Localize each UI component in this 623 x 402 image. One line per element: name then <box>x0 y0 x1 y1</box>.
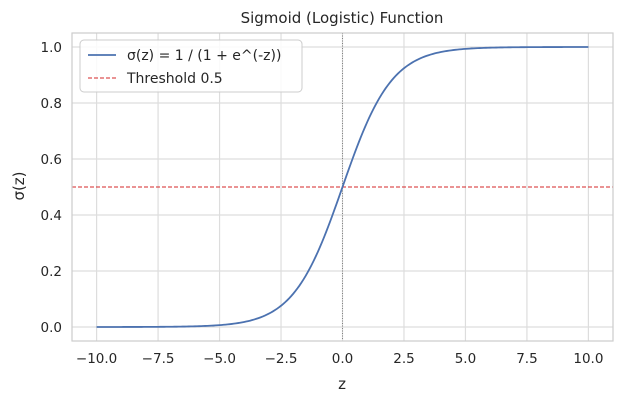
y-tick-label: 0.6 <box>41 152 62 168</box>
legend-label-threshold: Threshold 0.5 <box>126 71 223 87</box>
legend-label-sigmoid: σ(z) = 1 / (1 + e^(-z)) <box>127 48 281 64</box>
series-layer <box>96 46 589 328</box>
x-tick-labels: −10.0 −7.5 −5.0 −2.5 0.0 2.5 5.0 7.5 10.0 <box>76 351 604 367</box>
x-tick-label: 0.0 <box>332 351 353 367</box>
legend-box <box>79 39 303 93</box>
y-axis-label: σ(z) <box>10 171 28 200</box>
y-tick-label: 0.8 <box>41 96 62 112</box>
x-tick-label: 7.5 <box>516 351 537 367</box>
y-tick-label: 0.2 <box>41 264 62 280</box>
x-tick-label: −7.5 <box>142 351 175 367</box>
y-tick-label: 0.0 <box>41 320 62 336</box>
x-tick-label: 5.0 <box>455 351 476 367</box>
x-tick-label: −10.0 <box>76 351 117 367</box>
x-tick-label: 10.0 <box>573 351 603 367</box>
plot-frame <box>71 32 614 342</box>
y-tick-label: 1.0 <box>41 40 62 56</box>
x-tick-label: −2.5 <box>265 351 298 367</box>
x-tick-label: −5.0 <box>203 351 236 367</box>
sigmoid-curve <box>96 46 589 328</box>
y-tick-labels: 0.0 0.2 0.4 0.6 0.8 1.0 <box>41 40 62 336</box>
chart-title: Sigmoid (Logistic) Function <box>241 9 444 27</box>
x-axis-label: z <box>338 375 346 393</box>
x-tick-label: 2.5 <box>393 351 414 367</box>
legend: σ(z) = 1 / (1 + e^(-z)) Threshold 0.5 <box>79 39 303 93</box>
y-tick-label: 0.4 <box>41 208 62 224</box>
